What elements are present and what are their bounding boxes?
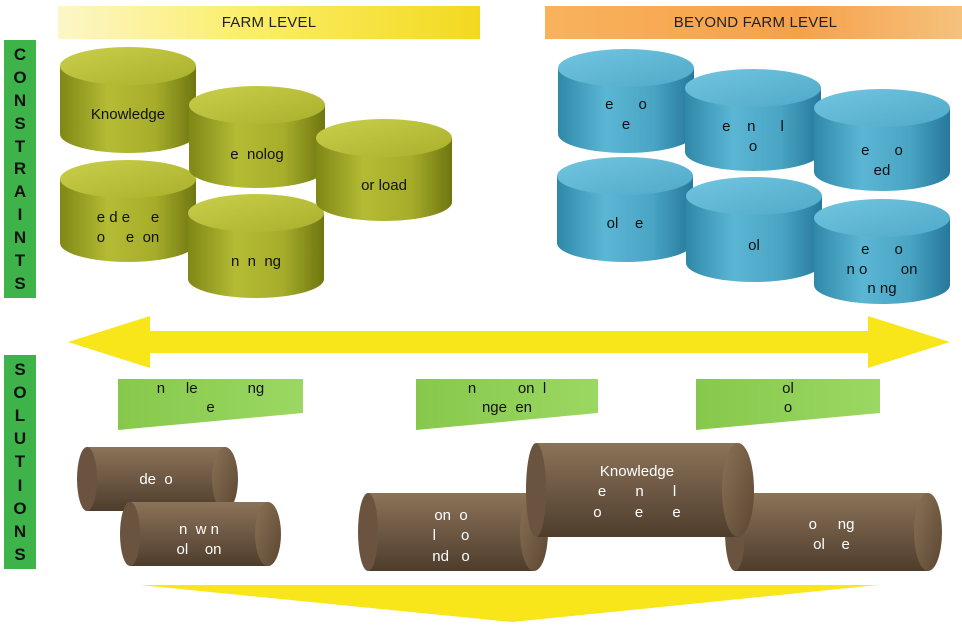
log-shape-1	[77, 447, 238, 511]
solutions-letter: S	[14, 544, 26, 564]
beyond-cylinder-shape-6	[814, 199, 950, 304]
farm-cylinder-shape-1	[60, 47, 196, 153]
solution-tab-1: n le ng e	[118, 379, 303, 419]
constraints-letter: N	[13, 90, 27, 110]
farm-cylinder-shape-2	[189, 86, 325, 188]
farm-cylinder-shape-5	[188, 194, 324, 298]
solution-tab-label: ol o	[782, 380, 794, 416]
beyond-cylinder-shape-1	[558, 49, 694, 153]
solutions-letter: N	[13, 521, 27, 541]
log-shape-4	[526, 443, 754, 537]
constraints-letter: T	[14, 136, 26, 156]
solutions-letter: L	[14, 406, 26, 426]
beyond-cylinder-label: e o n o on n ng	[846, 241, 918, 297]
beyond-cylinder-label: e o e	[605, 96, 647, 134]
log-label: de o	[139, 471, 173, 488]
solution-tab-label: n on l nge en	[467, 380, 547, 416]
beyond-cylinder-label: ol	[748, 237, 760, 254]
solution-tab-3: ol o	[696, 379, 880, 419]
solution-tab-shape-2	[416, 379, 598, 430]
log-label: Knowledge e n l o e e	[593, 463, 681, 521]
farm-cylinder-shape-4	[60, 160, 196, 262]
solutions-letter: O	[13, 498, 27, 518]
beyond-farm-level-header: BEYOND FARM LEVEL	[545, 6, 962, 39]
solutions-letter: U	[13, 429, 27, 449]
farm-cylinder-label: n n ng	[230, 253, 282, 270]
farm-cylinder-label: e nolog	[230, 146, 284, 163]
down-arrow	[140, 585, 878, 622]
solution-tab-2: n on l nge en	[416, 379, 598, 419]
beyond-cylinder-shape-5	[686, 177, 822, 282]
solutions-letter: O	[13, 383, 27, 403]
farm-cylinder-label: Knowledge	[90, 106, 166, 123]
constraints-letter: I	[17, 205, 23, 225]
constraints-letter: O	[13, 67, 27, 87]
beyond-cylinder-shape-2	[685, 69, 821, 171]
beyond-cylinder-shape-3	[814, 89, 950, 191]
constraints-letter: R	[13, 159, 27, 179]
solutions-side-label: S O L U T I O N S	[4, 355, 36, 569]
double-arrow	[68, 316, 950, 368]
constraints-letter: S	[14, 273, 26, 293]
log-label: on o l o nd o	[432, 507, 470, 565]
solution-tab-shape-1	[118, 379, 303, 430]
constraints-side-label: C O N S T R A I N T S	[4, 40, 36, 298]
solutions-letter: T	[14, 452, 26, 472]
farm-cylinder-shape-3	[316, 119, 452, 221]
constraints-letter: T	[14, 251, 26, 271]
solutions-letter: S	[14, 360, 26, 380]
log-label: n w n ol on	[176, 521, 222, 559]
constraints-letter: N	[13, 228, 27, 248]
constraints-letter: C	[13, 44, 27, 64]
constraints-letter: S	[14, 113, 26, 133]
farm-level-header: FARM LEVEL	[58, 6, 480, 39]
beyond-cylinder-label: ol e	[606, 215, 644, 232]
beyond-cylinder-label: e o ed	[861, 142, 903, 180]
beyond-cylinder-shape-4	[557, 157, 693, 262]
beyond-cylinder-label: e n l o	[722, 118, 784, 156]
farm-cylinder-label: e d e e o e on	[96, 209, 160, 247]
solutions-letter: I	[17, 475, 23, 495]
farm-cylinder-label: or load	[361, 177, 407, 194]
solution-tab-shape-3	[696, 379, 880, 430]
constraints-letter: A	[13, 182, 27, 202]
log-shape-2	[120, 502, 281, 566]
log-label: o ng ol e	[808, 516, 855, 554]
solution-tab-label: n le ng e	[156, 380, 265, 416]
